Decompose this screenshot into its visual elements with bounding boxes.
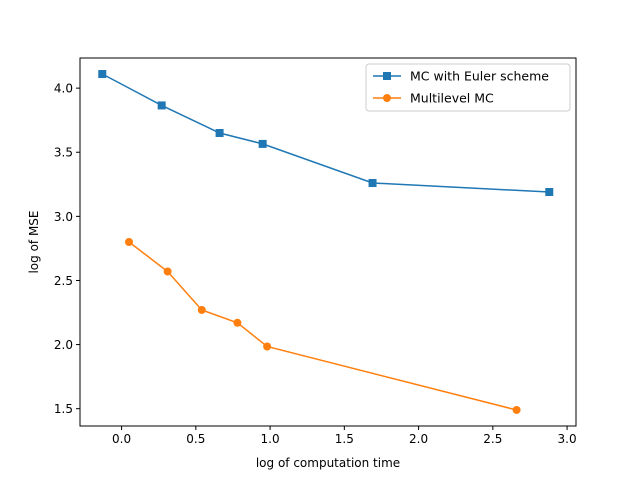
axes-frame xyxy=(79,57,577,427)
x-tick-label: 0.0 xyxy=(112,432,131,446)
y-axis-label: log of MSE xyxy=(27,210,41,273)
legend-entry-mc-euler: MC with Euler scheme xyxy=(373,69,549,84)
y-axis: 1.5 2.0 2.5 3.0 3.5 4.0 xyxy=(54,82,80,416)
y-tick-label: 4.0 xyxy=(54,82,73,96)
legend-marker-circle xyxy=(383,94,391,102)
y-tick-label: 2.0 xyxy=(54,338,73,352)
y-tick-label: 3.5 xyxy=(54,146,73,160)
x-tick-label: 3.0 xyxy=(558,432,577,446)
y-tick-label: 2.5 xyxy=(54,274,73,288)
data-point-square xyxy=(368,179,377,188)
legend-label-multilevel-mc: Multilevel MC xyxy=(410,91,494,106)
legend-marker-square xyxy=(383,72,391,80)
data-point-circle xyxy=(233,318,242,327)
x-tick-label: 1.0 xyxy=(261,432,280,446)
x-axis-label: log of computation time xyxy=(256,456,400,470)
data-point-square xyxy=(98,70,107,79)
legend-box xyxy=(365,63,571,112)
legend-label-mc-euler: MC with Euler scheme xyxy=(410,69,549,84)
data-point-square xyxy=(215,129,224,138)
y-tick-label: 1.5 xyxy=(54,402,73,416)
x-tick-label: 0.5 xyxy=(186,432,205,446)
series-line-1 xyxy=(128,241,517,411)
legend: MC with Euler scheme Multilevel MC xyxy=(365,63,571,112)
data-point-circle xyxy=(512,405,521,414)
x-tick-label: 1.5 xyxy=(335,432,354,446)
legend-entry-multilevel-mc: Multilevel MC xyxy=(373,91,494,106)
data-point-circle xyxy=(163,267,172,276)
y-tick-label: 3.0 xyxy=(54,210,73,224)
x-tick-label: 2.0 xyxy=(409,432,428,446)
data-point-circle xyxy=(263,342,272,351)
data-point-circle xyxy=(125,238,134,246)
data-point-square xyxy=(258,139,267,148)
x-tick-label: 2.5 xyxy=(483,432,502,446)
data-point-circle xyxy=(197,305,206,314)
data-point-square xyxy=(545,187,554,196)
x-axis: 0.0 0.5 1.0 1.5 2.0 2.5 3.0 xyxy=(112,426,577,446)
data-point-square xyxy=(157,101,166,110)
plot-area xyxy=(98,70,554,414)
series-line-0 xyxy=(101,73,550,193)
